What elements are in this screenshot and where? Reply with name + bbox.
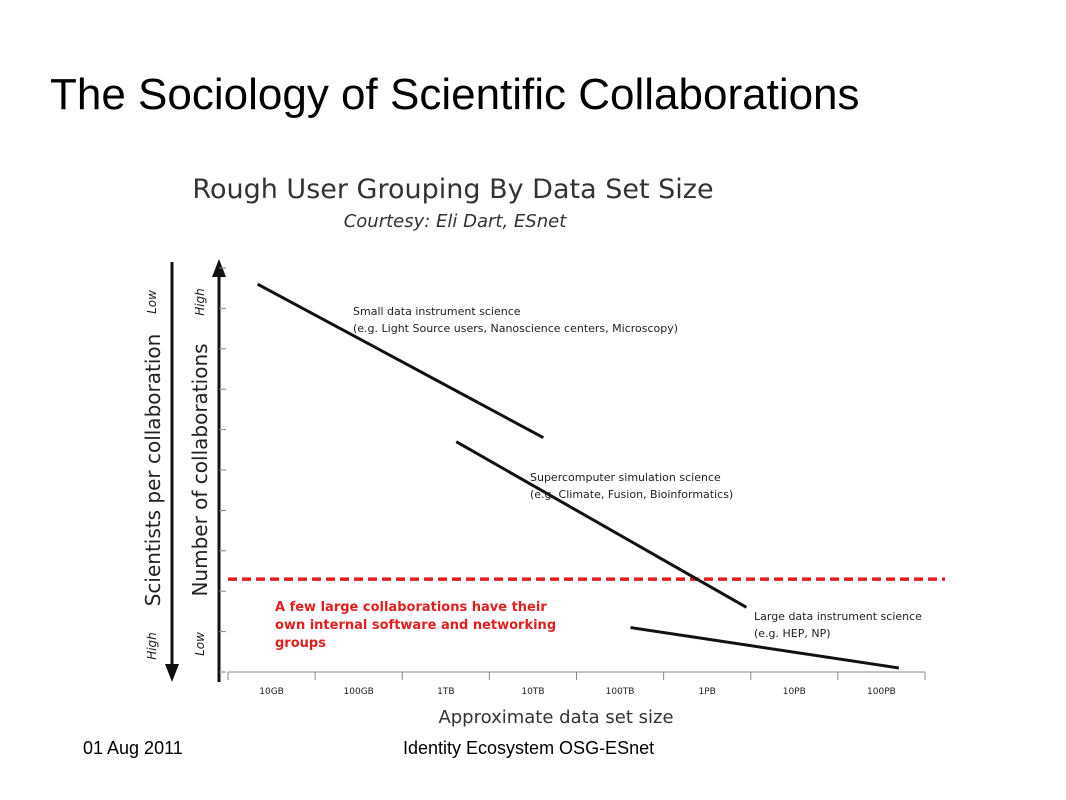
series-annotation-detail: (e.g. HEP, NP)	[754, 627, 831, 640]
x-tick-label: 100TB	[606, 687, 635, 697]
slide-title: The Sociology of Scientific Collaboratio…	[50, 70, 860, 119]
footer-title: Identity Ecosystem OSG-ESnet	[403, 738, 655, 758]
x-tick-label: 100GB	[344, 687, 374, 697]
x-tick-label: 1TB	[437, 687, 454, 697]
x-tick-label: 10TB	[521, 687, 544, 697]
scientists-high-label: High	[145, 632, 159, 660]
series-line	[256, 282, 545, 440]
collaborations-low-label: Low	[193, 632, 207, 656]
series-annotation-detail: (e.g. Climate, Fusion, Bioinformatics)	[530, 488, 733, 501]
footer-date: 01 Aug 2011	[83, 738, 183, 758]
scientists-low-label: Low	[145, 290, 159, 314]
collaborations-high-label: High	[193, 288, 207, 316]
x-axis-label: Approximate data set size	[438, 707, 673, 728]
series-annotation-detail: (e.g. Light Source users, Nanoscience ce…	[353, 322, 678, 335]
plot-area: 10GB 100GB 1TB 10TB 100TB 1PB 10PB 100PB A few l…	[219, 267, 945, 697]
x-tick-label: 100PB	[867, 687, 896, 697]
threshold-annotation: own internal software and networking	[275, 618, 556, 633]
threshold-annotation: groups	[275, 636, 326, 651]
series-line	[455, 440, 748, 609]
threshold-annotation: A few large collaborations have their	[275, 600, 547, 615]
chart-subtitle: Courtesy: Eli Dart, ESnet	[344, 211, 568, 232]
series-annotation-title: Small data instrument science	[353, 305, 521, 318]
chart-title: Rough User Grouping By Data Set Size	[192, 174, 713, 205]
series-line	[630, 626, 900, 670]
x-tick-label: 10PB	[783, 687, 806, 697]
x-tick-label: 1PB	[699, 687, 716, 697]
collaborations-axis-label: Number of collaborations	[188, 343, 212, 596]
scientists-axis-arrowhead	[165, 664, 179, 682]
series-annotation-title: Supercomputer simulation science	[530, 471, 721, 484]
series-annotation-title: Large data instrument science	[754, 610, 922, 623]
scientists-axis-label: Scientists per collaboration	[141, 334, 165, 607]
x-tick-label: 10GB	[259, 687, 284, 697]
